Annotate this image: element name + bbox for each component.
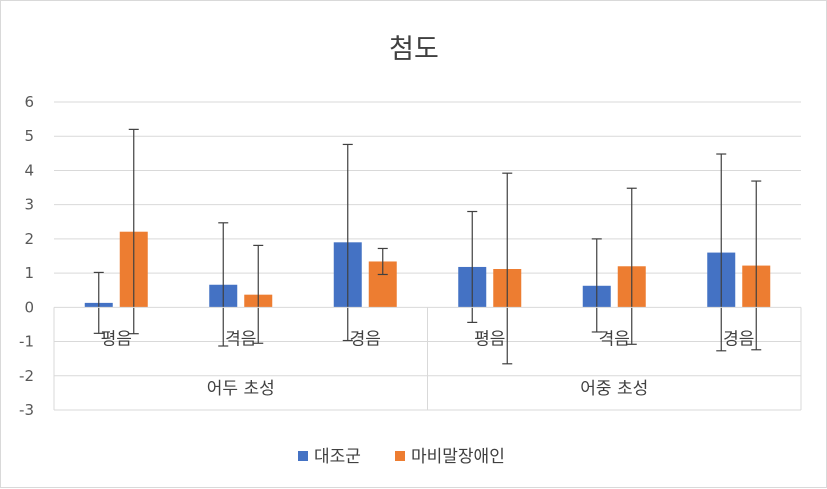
category-label: 경음 — [723, 329, 754, 349]
legend-label: 마비말장애인 — [411, 447, 505, 467]
y-tick-label: 5 — [24, 127, 34, 145]
error-bars — [93, 128, 762, 365]
legend-swatch — [298, 451, 308, 461]
category-label: 격음 — [599, 329, 630, 349]
y-axis-tick-labels: -3 -2 -1 0 1 2 3 4 5 6 — [19, 93, 34, 419]
y-tick-label: -1 — [19, 333, 34, 351]
bars — [84, 231, 771, 308]
category-label: 경음 — [350, 329, 381, 349]
category-label: 격음 — [225, 329, 256, 349]
legend-label: 대조군 — [314, 447, 361, 467]
legend: 대조군 마비말장애인 — [298, 447, 505, 467]
category-label: 평음 — [474, 329, 505, 349]
chart-title: 첨도 — [389, 34, 439, 65]
y-tick-label: -2 — [19, 367, 34, 385]
group-label: 어중 초성 — [580, 379, 648, 399]
y-tick-label: 3 — [24, 196, 34, 214]
legend-swatch — [395, 451, 405, 461]
y-tick-label: 1 — [24, 264, 34, 282]
y-tick-label: -3 — [19, 401, 34, 419]
y-tick-label: 4 — [24, 161, 34, 179]
y-tick-label: 6 — [24, 93, 34, 111]
group-label: 어두 초성 — [207, 379, 275, 399]
gridlines — [54, 101, 801, 411]
category-label: 평음 — [101, 329, 132, 349]
y-tick-label: 0 — [24, 298, 34, 316]
y-tick-label: 2 — [24, 230, 34, 248]
